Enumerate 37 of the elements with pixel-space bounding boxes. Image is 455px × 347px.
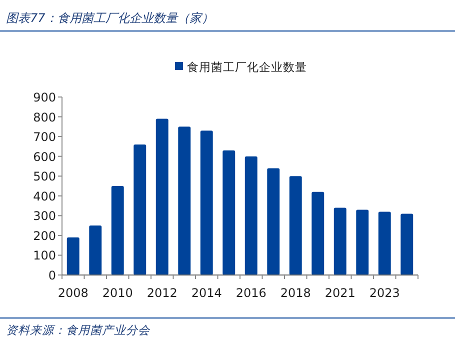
bar — [356, 210, 369, 275]
bar — [222, 150, 236, 275]
text: 资料来源：食用菌产业分会 — [6, 323, 151, 337]
y-tick-label: 900 — [33, 90, 56, 104]
bar — [267, 168, 280, 275]
bar — [178, 126, 191, 275]
y-tick-label: 800 — [33, 110, 56, 124]
bar — [244, 156, 258, 275]
x-tick-label: 2012 — [146, 286, 178, 300]
bar — [400, 214, 414, 275]
bar — [156, 118, 168, 275]
y-tick-label: 500 — [33, 170, 56, 184]
y-tick-label: 700 — [33, 130, 56, 144]
y-tick-label: 300 — [33, 209, 56, 224]
y-tick-label: 400 — [33, 189, 56, 204]
x-tick-label: 2016 — [236, 286, 266, 300]
y-tick-label: 200 — [33, 228, 56, 243]
y-tick-label: 100 — [33, 248, 56, 263]
bar — [334, 208, 346, 275]
x-tick-label: 2021 — [324, 286, 356, 300]
y-tick-label: 600 — [33, 150, 56, 164]
bar — [312, 192, 324, 275]
chart-title: 图表77：食用菌工厂化企业数量（家） — [6, 11, 214, 25]
bar — [66, 237, 80, 275]
bar — [111, 186, 124, 275]
legend-label: 食用菌工厂化企业数量 — [187, 60, 307, 74]
bar — [378, 212, 391, 275]
x-tick-label: 2018 — [280, 286, 311, 300]
bar — [200, 130, 213, 275]
x-tick-label: 2010 — [102, 286, 133, 300]
y-tick-label: 0 — [48, 268, 56, 282]
x-tick-label: 2023 — [369, 286, 400, 300]
bar — [289, 176, 302, 275]
x-tick-label: 2008 — [58, 286, 88, 300]
x-tick-label: 2014 — [191, 286, 222, 300]
bar — [89, 226, 102, 275]
bar — [134, 144, 146, 275]
